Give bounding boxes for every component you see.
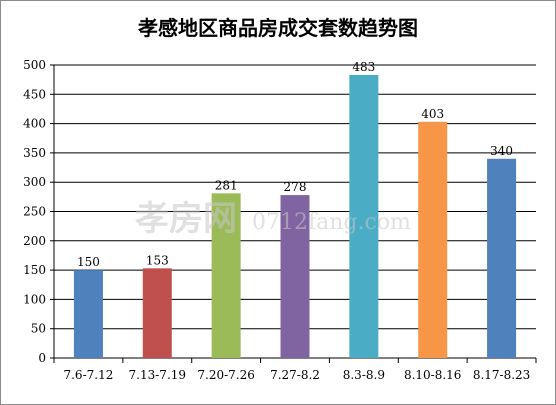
x-tick-label-1: 7.6-7.12: [63, 368, 113, 382]
x-tick-label-6: 8.10-8.16: [404, 368, 462, 382]
y-tick-label: 350: [23, 146, 46, 160]
watermark-cn: 孝房网: [135, 199, 237, 239]
watermark-en: 0712fang.com: [252, 210, 411, 235]
data-label-6: 403: [421, 107, 444, 121]
bar-4: [280, 195, 310, 358]
data-labels: 150 153 281 278 483 403 340: [77, 60, 513, 269]
bars: [73, 74, 517, 358]
bar-6: [418, 121, 448, 358]
x-tick-label-4: 7.27-8.2: [270, 368, 320, 382]
y-tick-label: 0: [38, 351, 46, 365]
y-tick-label: 150: [23, 263, 46, 277]
bar-1: [73, 270, 103, 358]
data-label-2: 153: [146, 253, 169, 267]
y-tick-label: 300: [23, 175, 46, 189]
data-label-7: 340: [490, 144, 513, 158]
bar-2: [142, 268, 172, 358]
x-tick-label-2: 7.13-7.19: [129, 368, 187, 382]
y-tick-labels: 0 50 100 150 200 250 300 350 400 450 500: [23, 58, 46, 365]
data-label-1: 150: [77, 255, 100, 269]
y-tick-label: 500: [23, 58, 46, 72]
y-tick-label: 200: [23, 234, 46, 248]
y-tick-label: 400: [23, 117, 46, 131]
data-label-4: 278: [284, 180, 307, 194]
data-label-5: 483: [352, 60, 375, 74]
y-tick-label: 250: [23, 205, 46, 219]
bar-7: [487, 158, 517, 358]
data-label-3: 281: [215, 178, 238, 192]
bar-3: [211, 193, 241, 358]
y-tick-label: 50: [31, 322, 46, 336]
x-tick-label-5: 8.3-8.9: [343, 368, 385, 382]
y-tick-label: 450: [23, 87, 46, 101]
watermark: 孝房网 0712fang.com: [135, 199, 411, 239]
chart-title: 孝感地区商品房成交套数趋势图: [138, 16, 418, 40]
bar-5: [349, 74, 379, 358]
x-tick-labels: 7.6-7.12 7.13-7.19 7.20-7.26 7.27-8.2 8.3-8.…: [63, 368, 530, 382]
x-tick-label-3: 7.20-7.26: [197, 368, 255, 382]
y-tick-label: 100: [23, 292, 46, 306]
x-tick-label-7: 8.17-8.23: [473, 368, 531, 382]
